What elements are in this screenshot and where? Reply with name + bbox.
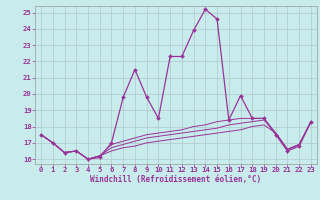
X-axis label: Windchill (Refroidissement éolien,°C): Windchill (Refroidissement éolien,°C) (91, 175, 261, 184)
